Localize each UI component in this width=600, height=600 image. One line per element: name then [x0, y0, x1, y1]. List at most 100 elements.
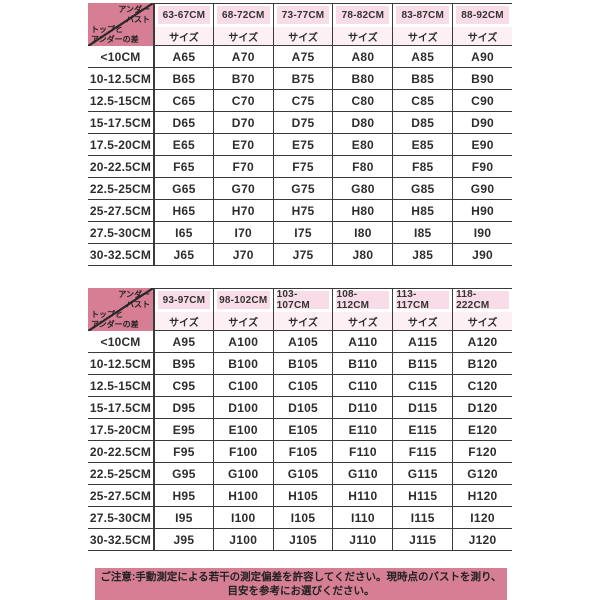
bra-size-value-cell: F95: [153, 441, 213, 463]
bra-size-value-cell: C80: [332, 90, 393, 112]
bra-size-value-cell: F70: [212, 156, 273, 178]
underbust-range-header-cell: 78-82CM: [332, 3, 393, 27]
bra-size-value-cell: B85: [392, 68, 453, 90]
corner-header-cell: アンダー バスト トップと アンダーの差: [88, 3, 153, 46]
bra-size-value-cell: G95: [153, 463, 213, 485]
difference-range-row-label: 22.5-25CM: [88, 178, 153, 200]
bra-size-value-cell: C75: [272, 90, 333, 112]
bra-size-value-cell: C85: [392, 90, 453, 112]
difference-range-row-label: 17.5-20CM: [88, 134, 153, 156]
bra-size-value-cell: F80: [332, 156, 393, 178]
bra-size-value-cell: E115: [392, 419, 453, 441]
bra-size-value-cell: G115: [392, 463, 453, 485]
bra-size-value-cell: H110: [332, 485, 393, 507]
bra-size-value-cell: H115: [392, 485, 453, 507]
difference-range-row-label: 27.5-30CM: [88, 507, 153, 529]
bra-size-value-cell: B105: [272, 353, 333, 375]
notice-line-1: ご注意:手動測定による若干の測定偏差を許容してください。現時点のバストを測り、: [100, 571, 502, 583]
bra-size-value-cell: J90: [452, 244, 512, 266]
bra-size-value-cell: I80: [332, 222, 393, 244]
bra-size-value-cell: G85: [392, 178, 453, 200]
bra-size-value-cell: J85: [392, 244, 453, 266]
difference-label-line1: トップと: [91, 310, 123, 319]
bra-size-value-cell: F120: [452, 441, 512, 463]
underbust-label-line1: アンダー: [118, 290, 150, 299]
size-header-label: サイズ: [392, 312, 453, 331]
difference-range-row-label: 12.5-15CM: [88, 375, 153, 397]
difference-range-row-label: <10CM: [88, 331, 153, 353]
difference-range-row-label: 30-32.5CM: [88, 529, 153, 551]
underbust-range-label: 98-102CM: [216, 291, 270, 309]
bra-size-value-cell: B110: [332, 353, 393, 375]
bra-size-value-cell: D85: [392, 112, 453, 134]
bra-size-value-cell: J75: [272, 244, 333, 266]
bra-size-value-cell: I65: [153, 222, 213, 244]
bra-size-value-cell: H90: [452, 200, 512, 222]
difference-label-line1: トップと: [91, 25, 123, 34]
difference-range-row-label: 25-27.5CM: [88, 485, 153, 507]
bra-size-value-cell: J120: [452, 529, 512, 551]
bra-size-value-cell: C110: [332, 375, 393, 397]
bra-size-value-cell: C115: [392, 375, 453, 397]
size-header-label: サイズ: [272, 27, 333, 46]
bra-size-value-cell: F75: [272, 156, 333, 178]
underbust-range-header-cell: 108-112CM: [332, 288, 393, 312]
size-header-label: サイズ: [452, 27, 512, 46]
underbust-range-header-cell: 68-72CM: [212, 3, 273, 27]
bra-size-value-cell: D75: [272, 112, 333, 134]
bra-size-value-cell: H65: [153, 200, 213, 222]
notice-line-2: 目安を参考にお選びください。: [227, 585, 375, 597]
bra-size-value-cell: A80: [332, 46, 393, 68]
difference-range-row-label: 10-12.5CM: [88, 353, 153, 375]
bra-size-value-cell: B75: [272, 68, 333, 90]
bra-size-value-cell: D80: [332, 112, 393, 134]
bra-size-value-cell: D110: [332, 397, 393, 419]
size-header-label: サイズ: [212, 27, 273, 46]
bra-size-value-cell: I100: [212, 507, 273, 529]
bra-size-value-cell: A120: [452, 331, 512, 353]
size-table-lower: アンダー バスト トップと アンダーの差 93-97CM 98-102CM 103-107C…: [88, 288, 512, 551]
difference-label-line2: アンダーの差: [91, 319, 139, 329]
bra-size-value-cell: C90: [452, 90, 512, 112]
bra-size-value-cell: A115: [392, 331, 453, 353]
bra-size-value-cell: A105: [272, 331, 333, 353]
bra-size-value-cell: I115: [392, 507, 453, 529]
bra-size-value-cell: F105: [272, 441, 333, 463]
size-header-label: サイズ: [212, 312, 273, 331]
difference-range-row-label: 22.5-25CM: [88, 463, 153, 485]
bra-size-value-cell: E105: [272, 419, 333, 441]
underbust-range-header-cell: 73-77CM: [272, 3, 333, 27]
bra-size-value-cell: H70: [212, 200, 273, 222]
underbust-range-label: 73-77CM: [276, 6, 330, 24]
bra-size-value-cell: F100: [212, 441, 273, 463]
bra-size-value-cell: I95: [153, 507, 213, 529]
bra-size-value-cell: J80: [332, 244, 393, 266]
bra-size-value-cell: A100: [212, 331, 273, 353]
corner-label-underbust: アンダー バスト: [118, 290, 150, 309]
bra-size-value-cell: C100: [212, 375, 273, 397]
underbust-range-header-cell: 93-97CM: [153, 288, 213, 312]
difference-range-row-label: 17.5-20CM: [88, 419, 153, 441]
bra-size-value-cell: F115: [392, 441, 453, 463]
size-header-label: サイズ: [332, 312, 393, 331]
underbust-label-line2: バスト: [126, 14, 150, 24]
bra-size-value-cell: A85: [392, 46, 453, 68]
underbust-range-label: 118-222CM: [456, 289, 509, 311]
bra-size-value-cell: A65: [153, 46, 213, 68]
bra-size-value-cell: A75: [272, 46, 333, 68]
size-header-label: サイズ: [452, 312, 512, 331]
bra-size-value-cell: J100: [212, 529, 273, 551]
bra-size-value-cell: I70: [212, 222, 273, 244]
bra-size-value-cell: H75: [272, 200, 333, 222]
bra-size-value-cell: D100: [212, 397, 273, 419]
bra-size-value-cell: E100: [212, 419, 273, 441]
bra-size-value-cell: I110: [332, 507, 393, 529]
bra-size-value-cell: D120: [452, 397, 512, 419]
bra-size-value-cell: B120: [452, 353, 512, 375]
underbust-label-line2: バスト: [126, 299, 150, 309]
bra-size-value-cell: B70: [212, 68, 273, 90]
bra-size-value-cell: C95: [153, 375, 213, 397]
bra-size-value-cell: E110: [332, 419, 393, 441]
size-table-upper: アンダー バスト トップと アンダーの差 63-67CM 68-72CM 73-77CM 78…: [88, 3, 512, 266]
